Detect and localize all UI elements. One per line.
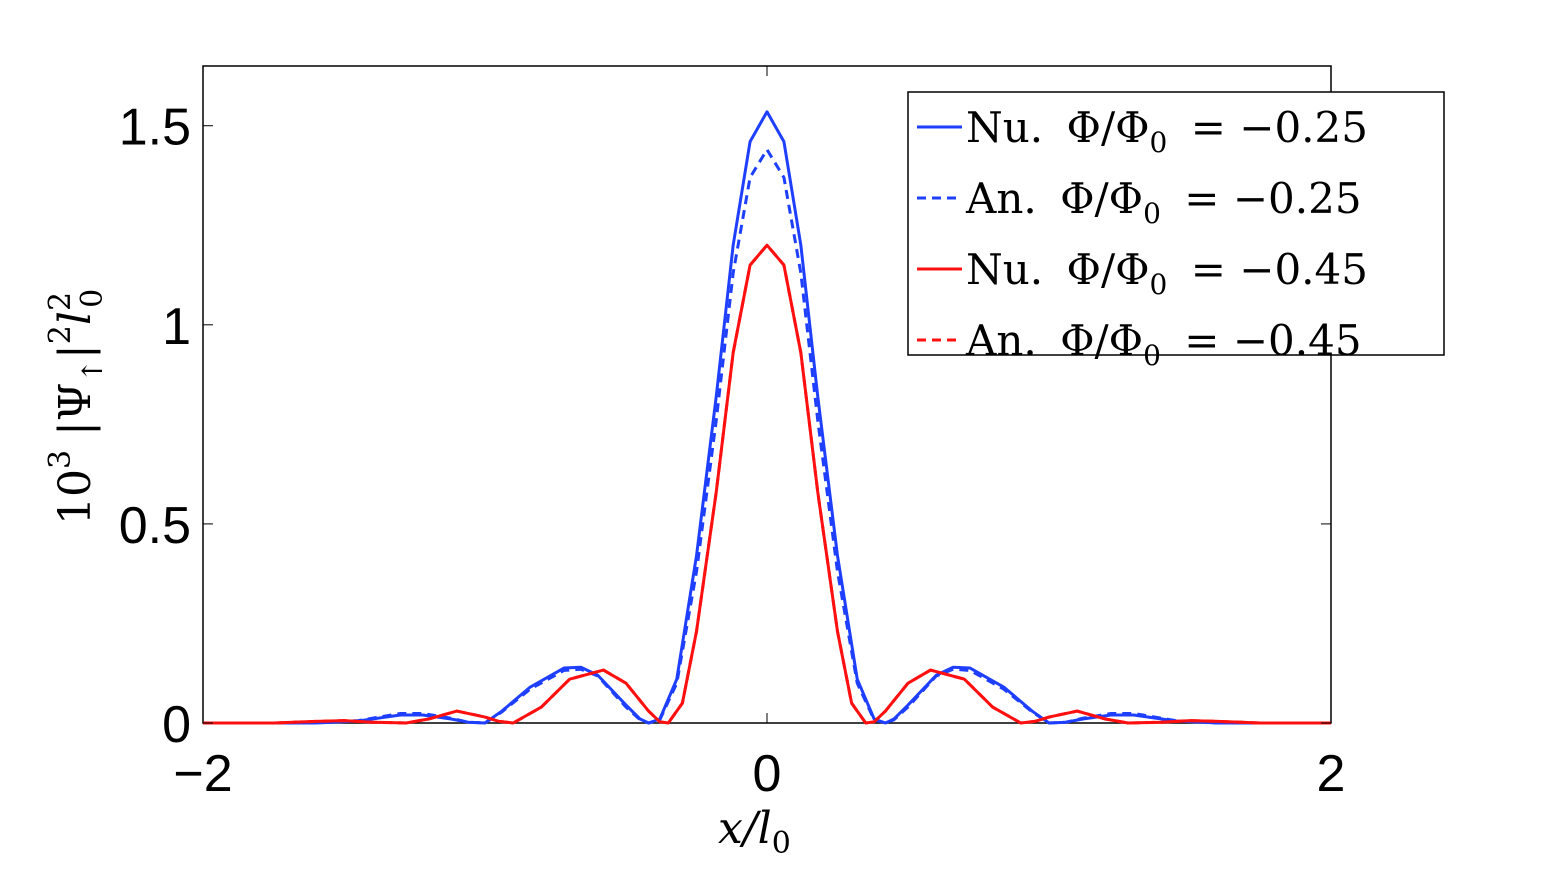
x-axis-label: x/l0 [718,803,791,861]
tick-layer: −2 0 200.511.5 [119,66,1346,803]
x-tick-label: 0 [753,745,782,803]
legend-label: An. Φ/Φ0 = −0.25 [965,174,1362,230]
y-axis-label: 103|Ψ↑|2l20 [43,289,110,525]
legend-entry: Nu. Φ/Φ0 = −0.45 [917,245,1368,301]
y-tick-label: 1.5 [119,99,191,157]
legend-entry: An. Φ/Φ0 = −0.25 [917,174,1362,230]
legend: Nu. Φ/Φ0 = −0.25 An. Φ/Φ0 = −0.25 Nu. Φ/Φ0… [907,91,1445,372]
series-line-4 [203,243,1331,725]
y-tick-label: 1 [162,298,191,356]
x-tick-label: −2 [173,745,232,803]
legend-label: Nu. Φ/Φ0 = −0.25 [966,103,1368,159]
legend-box [907,91,1445,356]
series-layer [203,110,1331,725]
y-tick-label: 0 [162,696,191,754]
legend-entries: Nu. Φ/Φ0 = −0.25 An. Φ/Φ0 = −0.25 Nu. Φ/Φ0… [917,103,1368,372]
x-tick-label: 2 [1317,745,1346,803]
legend-entry: Nu. Φ/Φ0 = −0.25 [917,103,1368,159]
series-line-2 [203,148,1331,725]
legend-entry: An. Φ/Φ0 = −0.45 [917,316,1362,372]
y-tick-label: 0.5 [119,497,191,555]
legend-label: An. Φ/Φ0 = −0.45 [965,316,1362,372]
legend-label: Nu. Φ/Φ0 = −0.45 [966,245,1368,301]
